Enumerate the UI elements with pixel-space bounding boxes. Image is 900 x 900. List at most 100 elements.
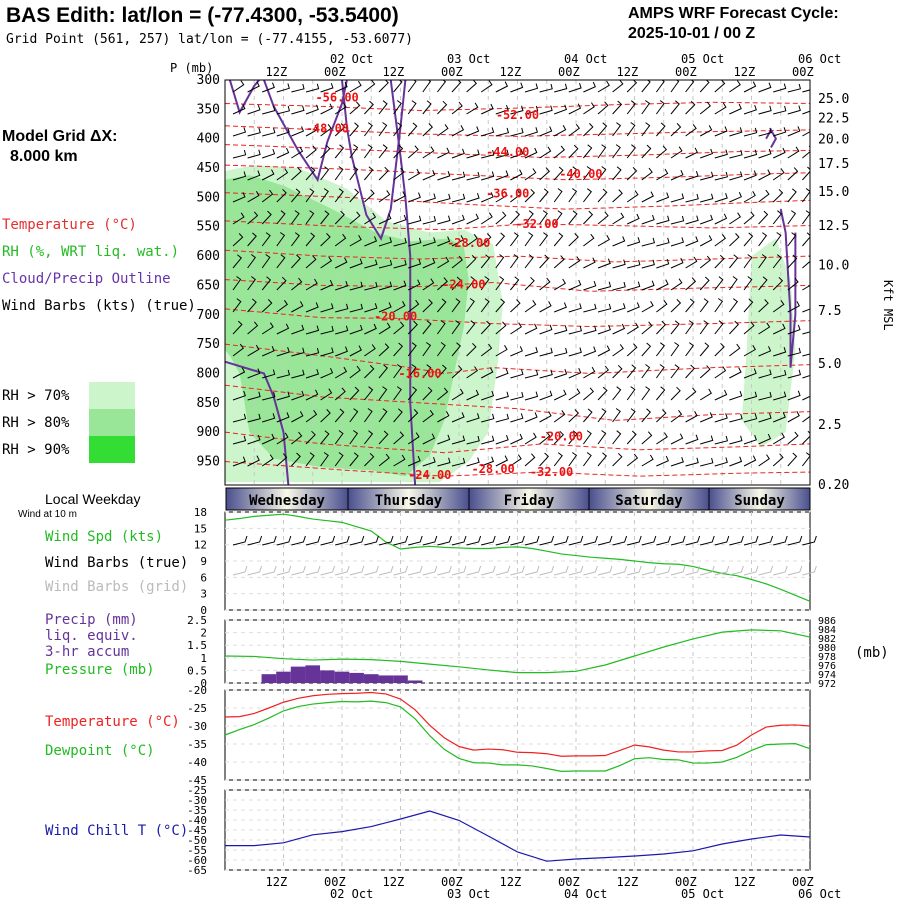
- wind-barb: [510, 322, 522, 335]
- wind-barb: [334, 387, 346, 401]
- wind-barb: [320, 430, 330, 445]
- wind-barb: [773, 83, 787, 93]
- wind-barb: [466, 254, 477, 269]
- wind-barb: [232, 390, 246, 401]
- wind-barb: [568, 368, 582, 379]
- wind-barb: [568, 347, 582, 357]
- wind-barb: [685, 236, 699, 247]
- cloud-outline: [228, 80, 260, 115]
- time-tick-bottom: 12Z: [266, 875, 288, 889]
- wind-barb: [773, 369, 787, 379]
- wind-barb: [320, 233, 331, 247]
- wind-barb: [495, 81, 509, 93]
- wind-barb: [349, 345, 362, 357]
- wind-barb: [626, 213, 640, 225]
- wind-barb: [670, 433, 684, 445]
- wind-barb: [305, 389, 319, 401]
- surface-wind-barb: [408, 535, 423, 546]
- wind-barb: [262, 369, 276, 379]
- wind-barb: [772, 300, 785, 313]
- wind-barb: [568, 83, 582, 93]
- wind-height-note: Wind at 10 m: [18, 509, 77, 520]
- wind-barb: [554, 302, 567, 313]
- wind-barb: [378, 213, 392, 225]
- wind-barb: [378, 122, 388, 137]
- pressure-tick-label: 550: [197, 220, 220, 235]
- wind-barb: [626, 408, 636, 423]
- wind-barb: [305, 255, 317, 269]
- wind-barb: [320, 166, 330, 181]
- wind-barb: [232, 103, 246, 115]
- time-tick-bottom: 12Z: [500, 875, 522, 889]
- wind-barb: [670, 215, 685, 225]
- wind-barb: [466, 320, 476, 335]
- wind-barb: [685, 147, 698, 159]
- temperature-series: [224, 691, 811, 757]
- wind-barb: [451, 388, 464, 401]
- wind-barb: [787, 126, 801, 137]
- wind-barb: [408, 192, 421, 203]
- windchill-panel-tick-label: -55: [187, 844, 207, 857]
- wind-barb: [626, 100, 636, 115]
- wind-barb: [626, 343, 638, 357]
- legend-temperature-series: Temperature (°C): [45, 714, 180, 730]
- wind-barb: [772, 276, 784, 291]
- wind-barb: [305, 125, 319, 137]
- time-tick-bottom: 00Z: [792, 875, 814, 889]
- wind-barb: [729, 390, 743, 401]
- cross-section-layer: -56.00 -52.00 -48.00 -44.00 -40.00 -36.00 -32.…: [225, 80, 810, 485]
- grid-wind-barb: [787, 565, 803, 576]
- wind-barb: [247, 368, 261, 379]
- wind-barb: [524, 254, 534, 269]
- surface-wind-barb: [422, 535, 438, 546]
- wind-barb: [232, 413, 247, 423]
- wind-barb: [568, 430, 578, 445]
- kft-tick-label: 25.0: [818, 92, 849, 107]
- wind-barb: [320, 83, 334, 93]
- wind-barb: [802, 232, 810, 247]
- wind-barb: [334, 233, 347, 247]
- p-axis-label: P (mb): [170, 61, 213, 75]
- wind-barb: [407, 364, 417, 379]
- kft-tick-label: 15.0: [818, 185, 849, 200]
- wind-barb: [393, 280, 407, 291]
- wind-barb: [729, 254, 739, 269]
- wind-barb: [364, 122, 373, 137]
- kft-tick-label: 2.5: [818, 418, 841, 433]
- wind-barb: [743, 232, 754, 247]
- precip-bar: [407, 680, 423, 683]
- wind-barb: [334, 188, 344, 203]
- wind-barb: [393, 80, 403, 93]
- wind-barb: [743, 104, 757, 115]
- grid-wind-barb: [408, 565, 423, 576]
- wind-barb: [349, 452, 359, 467]
- surface-wind-barb: [700, 535, 715, 546]
- wind-barb: [583, 188, 593, 203]
- wind-barb: [305, 104, 319, 115]
- pressure-tick-label: 400: [197, 132, 220, 147]
- wind-barb: [802, 166, 810, 181]
- wind-barb: [583, 81, 596, 93]
- wind-barb: [597, 386, 608, 401]
- wind-barb: [349, 386, 360, 401]
- wind-barb: [802, 452, 810, 467]
- legend-pressure: Pressure (mb): [45, 662, 155, 678]
- wind-barb: [334, 123, 346, 137]
- grid-wind-barb: [612, 565, 628, 576]
- wind-barb: [627, 237, 641, 247]
- wind-barb: [641, 454, 654, 467]
- precip-bar: [349, 672, 364, 683]
- wind-barb: [334, 452, 344, 467]
- wind-barb: [276, 168, 289, 181]
- grid-wind-barb: [627, 565, 642, 576]
- pressure-tick-label: 978: [818, 652, 836, 663]
- temperature-contour-label: -20.00: [374, 310, 417, 324]
- wind-barb: [480, 320, 491, 335]
- surface-wind-barb: [349, 535, 365, 546]
- wind-barb: [524, 168, 537, 181]
- temperature-contour: [225, 164, 810, 181]
- wind-barb: [553, 210, 563, 225]
- wind-barb: [422, 123, 434, 137]
- surface-wind-barb: [539, 535, 555, 546]
- wind-barb: [232, 435, 247, 445]
